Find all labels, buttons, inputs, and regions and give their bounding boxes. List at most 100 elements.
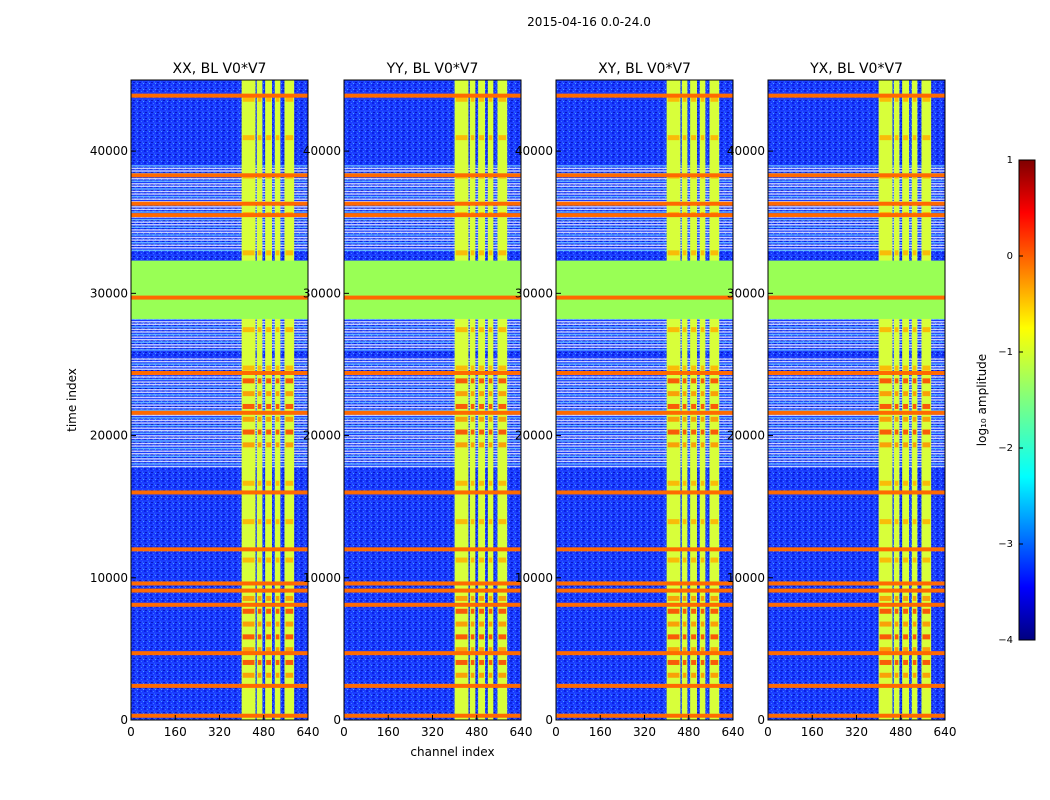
rfi-row — [344, 406, 521, 409]
band-block — [894, 672, 899, 678]
flagged-row — [344, 295, 521, 300]
band-block — [257, 634, 262, 640]
rfi-row — [768, 391, 945, 394]
flagged-row — [768, 547, 945, 552]
band-block — [667, 391, 680, 397]
band-block — [691, 429, 697, 435]
rfi-row — [768, 231, 945, 234]
flagged-row — [131, 410, 308, 415]
band-base — [284, 80, 295, 720]
band-block — [479, 327, 485, 333]
rfi-row — [344, 414, 521, 417]
rfi-row — [556, 333, 733, 336]
rfi-row — [131, 231, 308, 234]
band-block — [275, 429, 280, 435]
rfi-row — [344, 183, 521, 185]
band-block — [498, 480, 507, 486]
rfi-stripes — [344, 165, 521, 252]
rfi-row — [131, 170, 308, 172]
band-block — [922, 378, 931, 384]
band-block — [275, 250, 280, 256]
rfi-row — [131, 440, 308, 442]
rfi-row — [131, 328, 308, 331]
rfi-row — [556, 331, 733, 333]
rfi-row — [344, 389, 521, 391]
x-tick-label: 320 — [845, 725, 868, 739]
band-block — [498, 250, 507, 256]
rfi-row — [556, 463, 733, 465]
band-block — [879, 135, 892, 141]
x-tick-label: 160 — [164, 725, 187, 739]
band-block — [894, 327, 899, 333]
band-block — [488, 403, 493, 409]
flagged-row — [344, 370, 521, 375]
rfi-row — [344, 177, 521, 180]
band-block — [922, 519, 931, 525]
band-block — [903, 442, 909, 448]
band-block — [667, 595, 680, 601]
band-block — [710, 557, 719, 563]
band-block — [479, 659, 485, 665]
band-block — [479, 557, 485, 563]
band-block — [285, 557, 294, 563]
band-block — [470, 519, 475, 525]
band-block — [275, 416, 280, 422]
y-tick-label: 20000 — [515, 429, 553, 443]
rfi-row — [131, 318, 308, 320]
band-block — [894, 557, 899, 563]
band-block — [285, 608, 294, 614]
rfi-row — [556, 231, 733, 234]
rfi-row — [556, 323, 733, 326]
rfi-row — [344, 363, 521, 365]
figure-suptitle: 2015-04-16 0.0-24.0 — [527, 15, 651, 29]
band-block — [700, 429, 705, 435]
colorbar-tick-label: −1 — [998, 347, 1013, 358]
rfi-row — [768, 318, 945, 320]
rfi-row — [131, 430, 308, 432]
band-block — [912, 429, 917, 435]
band-block — [903, 135, 909, 141]
band-block — [903, 365, 909, 371]
band-block — [455, 480, 468, 486]
rfi-row — [768, 170, 945, 172]
flagged-row — [556, 201, 733, 206]
rfi-row — [768, 165, 945, 167]
rfi-row — [131, 247, 308, 249]
band-block — [257, 519, 262, 525]
rfi-row — [131, 211, 308, 213]
flagged-row — [344, 173, 521, 178]
rfi-row — [131, 465, 308, 468]
rfi-row — [556, 383, 733, 386]
band-block — [894, 250, 899, 256]
band-block — [922, 557, 931, 563]
rfi-row — [768, 333, 945, 336]
band-block — [682, 647, 687, 653]
band-block — [285, 621, 294, 627]
band-base — [497, 80, 508, 720]
rfi-row — [344, 376, 521, 378]
band-block — [667, 608, 680, 614]
rfi-row — [556, 460, 733, 463]
band-block — [266, 557, 272, 563]
band-block — [903, 250, 909, 256]
band-block — [700, 403, 705, 409]
rfi-row — [131, 239, 308, 241]
rfi-row — [556, 188, 733, 190]
band-block — [903, 480, 909, 486]
y-tick-label: 30000 — [303, 286, 341, 300]
rfi-row — [131, 432, 308, 434]
rfi-row — [131, 321, 308, 323]
band-block — [242, 416, 255, 422]
band-block — [498, 634, 507, 640]
rfi-row — [768, 417, 945, 419]
flagged-row — [556, 588, 733, 593]
flagged-row — [131, 490, 308, 495]
band-block — [700, 442, 705, 448]
rfi-row — [344, 193, 521, 195]
band-block — [912, 608, 917, 614]
band-block — [285, 519, 294, 525]
rfi-row — [768, 349, 945, 351]
flagged-time-block — [768, 260, 945, 319]
band-block — [266, 378, 272, 384]
colorbar: 1 0 −1 −2 −3 −4 log₁₀ amplitude — [975, 155, 1036, 646]
